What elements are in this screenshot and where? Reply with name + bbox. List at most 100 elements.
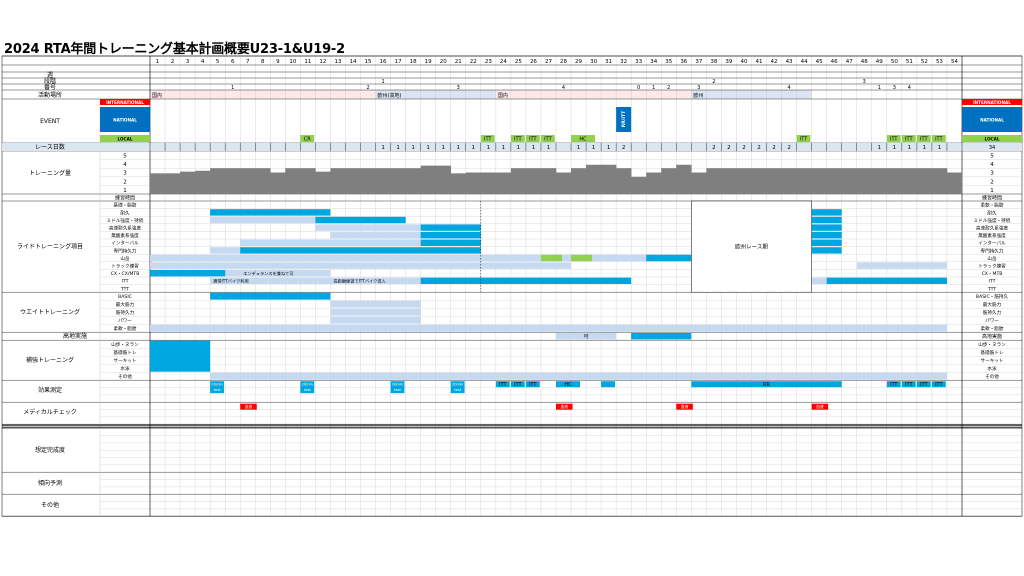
effect-mark [556,381,581,388]
ride-light-bar [150,262,572,269]
volume-bar [390,168,406,194]
row-label-completion: 想定完成度 [35,446,65,454]
event-local-text: ITT [935,137,943,143]
week-number: 1 [156,59,160,65]
ride-item-label-right: ミドル強度・持続 [974,217,1011,224]
period-mark: 1 [652,85,655,91]
volume-bar [616,168,632,194]
sheet-frame [1,55,1023,517]
volume-bar [465,172,482,194]
event-international-label: INTERNATIONAL [106,100,144,105]
volume-bar [330,168,346,194]
ride-bar [811,209,842,216]
ride-bar [811,239,842,246]
effect-mark [390,381,405,394]
volume-bar [676,164,692,194]
race-day-count: 1 [938,145,942,151]
volume-bar [510,168,527,194]
volume-bar [195,170,211,194]
volume-bar [781,168,797,194]
week-number: 50 [891,59,898,65]
row-label-race: レース日数 [35,143,65,151]
medical-mark [811,403,829,410]
ride-item-label-right: トラック練習 [978,263,1006,270]
week-number: 26 [530,59,537,65]
race-day-count: 1 [472,145,476,151]
event-local-right-label: LOCAL [984,137,999,142]
period-mark: 4 [787,85,790,91]
ride-item-label-right: 高速耐久系強度 [976,225,1009,232]
race-day-count: 2 [742,145,746,151]
place-band [150,90,376,99]
row-label-phase: 段階 [44,77,56,85]
volume-bar [435,165,452,194]
week-number: 52 [921,59,928,65]
supp-bar [150,340,211,372]
event-international-right-label: INTERNATIONAL [973,100,1011,105]
ride-light-bar [240,239,421,246]
medical-mark-text: 血液 [245,404,253,409]
race-day-count: 2 [727,145,731,151]
ride-note: エンデュランスを兼ねて可 [243,270,293,277]
ride-item-label: CX・CX/MTB [111,271,140,277]
week-number: 27 [545,59,552,65]
race-day-count: 1 [411,145,415,151]
event-national-text: RR/ITT [621,110,627,127]
race-day-count: 1 [502,145,506,151]
effect-mark [210,381,224,394]
event-national-right-label: NATIONAL [980,118,1004,123]
effect-mark-text: test [454,388,461,392]
row-label-event: EVENT [40,118,60,125]
event-local-mark [931,135,946,142]
ride-item-label-right: インターバル [978,240,1006,247]
volume-level: 4 [123,162,127,168]
week-number: 31 [605,59,612,65]
weight-bar [330,300,421,308]
supp-item-label: サーキット [114,358,137,364]
period-mark: 1 [231,85,234,91]
ride-bar [315,216,406,224]
race-day-count: 1 [577,145,581,151]
effect-mark [931,381,946,388]
event-international-right [962,99,1022,105]
volume-level: 5 [123,153,127,159]
event-local-text: CR [304,137,311,143]
volume-bar [255,168,271,194]
effect-mark-text: 20min [392,383,403,387]
period-mark: 1 [878,85,881,91]
race-day-count: 1 [517,145,521,151]
event-local-mark [571,135,596,142]
event-national [100,107,150,132]
ride-item-label: ミドル強度・持続 [107,217,144,224]
event-national-mark [616,107,632,132]
ride-item-label-right: CX・MTB [982,271,1003,277]
effect-mark-text: ITT [905,382,913,388]
volume-bar [721,168,737,194]
race-day-count: 2 [622,145,626,151]
weight-item-label: 柔軟・脂肪 [114,325,137,332]
ride-light-bar [856,262,947,269]
volume-bar [886,168,903,194]
volume-bar [841,168,858,194]
volume-bar [661,168,677,194]
altitude-bar [631,333,692,340]
row-label-hours: 練習時間 [115,195,135,202]
event-international [100,99,150,105]
week-number: 25 [515,59,522,65]
week-number: 24 [500,59,507,65]
event-local-text: ITT [890,137,898,143]
week-number: 41 [756,59,763,65]
event-local-mark [796,135,811,142]
event-local-label: LOCAL [117,137,132,142]
volume-level-right: 4 [990,162,994,168]
volume-bar [571,168,587,194]
event-local-text: ITT [905,137,913,143]
volume-level: 3 [123,171,127,177]
ride-green-mark [540,254,563,262]
race-day-count: 1 [457,145,461,151]
volume-bar [751,168,767,194]
row-label-trend: 傾向予測 [38,479,62,487]
volume-bar [210,168,226,194]
